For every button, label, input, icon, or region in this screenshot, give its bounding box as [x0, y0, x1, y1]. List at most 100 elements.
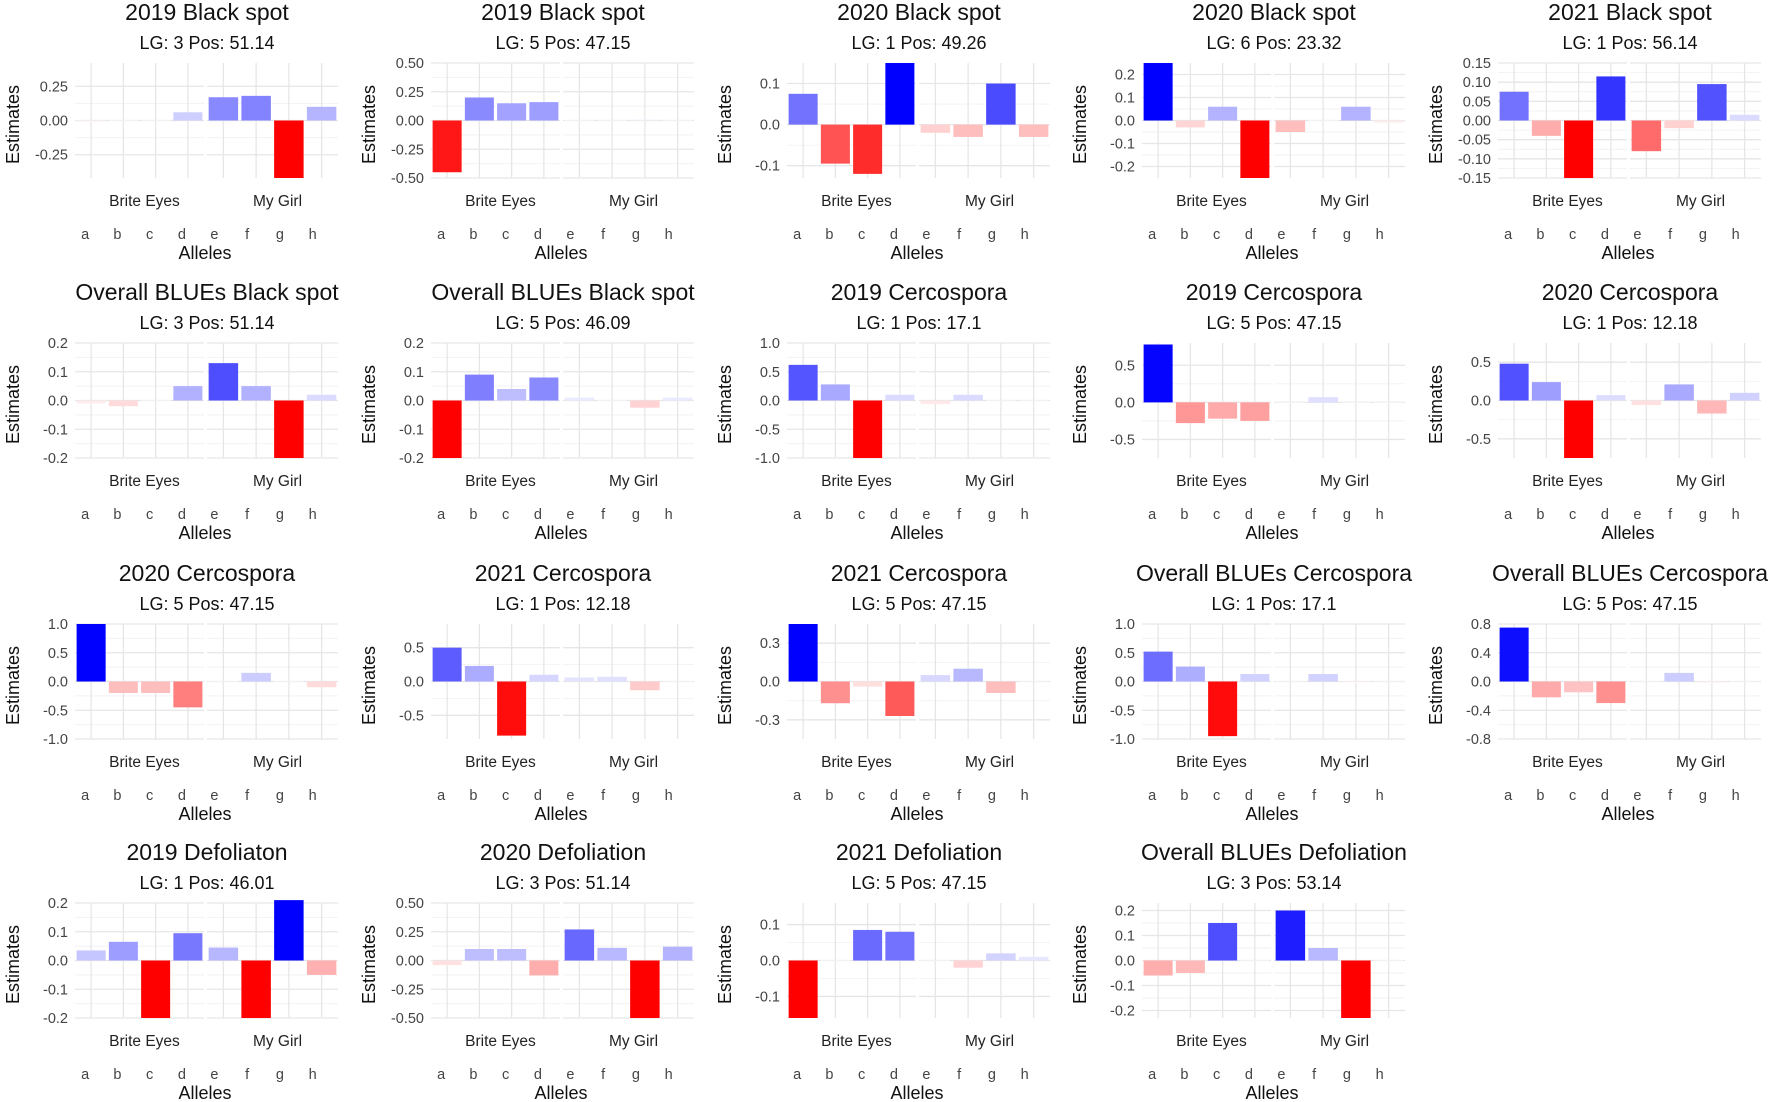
x-tick-label-b: b [825, 1067, 833, 1083]
facet-label: My Girl [1320, 473, 1369, 490]
facet-brite-eyes [431, 342, 560, 459]
bar-allele-b [820, 960, 850, 961]
x-axis-title: Alleles [178, 243, 231, 263]
x-axis-title: Alleles [534, 804, 587, 824]
y-axis-title: Estimates [3, 646, 23, 725]
panel-subtitle: LG: 3 Pos: 51.14 [139, 313, 274, 333]
y-tick-label: 0.25 [40, 79, 68, 95]
x-tick-label-c: c [1569, 507, 1576, 523]
x-tick-label-h: h [1021, 507, 1029, 523]
y-tick-label: 0.0 [1115, 954, 1135, 970]
panel-title: 2020 Black spot [1192, 0, 1356, 25]
facet-brite-eyes [75, 342, 204, 459]
y-tick-label: -0.2 [43, 451, 68, 467]
x-tick-label-c: c [502, 227, 509, 243]
y-tick-label: -0.5 [1466, 432, 1491, 448]
facet-label: My Girl [253, 754, 302, 771]
facet-my-girl [563, 342, 694, 459]
facet-brite-eyes [787, 342, 916, 459]
bar-allele-d [885, 394, 915, 401]
facet-label: Brite Eyes [821, 473, 892, 490]
x-tick-label-d: d [890, 1067, 898, 1083]
x-tick-label-a: a [793, 227, 802, 243]
facet-brite-eyes [431, 62, 560, 179]
bar-allele-a [432, 960, 462, 966]
chart-panel-9: 2019 Cercospora LG: 5 Pos: 47.15 Brite Eye… [1070, 279, 1405, 543]
x-axis-title: Alleles [1245, 243, 1298, 263]
x-tick-label-g: g [988, 507, 996, 523]
chart-panel-18: 2021 Defoliation LG: 5 Pos: 47.15 Brite Ey… [715, 839, 1050, 1102]
x-tick-label-g: g [1343, 1067, 1351, 1083]
x-tick-label-b: b [469, 507, 477, 523]
x-tick-label-e: e [922, 788, 930, 804]
x-tick-label-g: g [276, 1067, 284, 1083]
bar-allele-c [1208, 681, 1238, 737]
x-tick-label-c: c [858, 227, 865, 243]
x-tick-label-d: d [1245, 507, 1253, 523]
x-tick-label-a: a [437, 227, 446, 243]
panel-subtitle: LG: 5 Pos: 46.09 [495, 313, 630, 333]
y-axis-title: Estimates [1426, 365, 1446, 444]
facet-my-girl [919, 63, 1050, 178]
bar-allele-e [564, 397, 595, 401]
x-tick-label-f: f [1312, 788, 1317, 804]
x-tick-label-e: e [922, 227, 930, 243]
bar-allele-g [274, 681, 304, 682]
x-tick-label-g: g [988, 1067, 996, 1083]
facet-label: My Girl [253, 473, 302, 490]
x-tick-label-e: e [566, 788, 574, 804]
y-axis-title: Estimates [1426, 85, 1446, 164]
x-tick-label-a: a [1504, 788, 1513, 804]
bar-allele-a [1499, 91, 1529, 121]
chart-panel-11: 2020 Cercospora LG: 5 Pos: 47.15 Brite Eye… [3, 560, 338, 824]
facet-label: Brite Eyes [821, 193, 892, 210]
y-tick-label: -0.3 [755, 713, 780, 729]
panel-subtitle: LG: 3 Pos: 51.14 [139, 33, 274, 53]
x-tick-label-a: a [81, 1067, 90, 1083]
x-tick-label-b: b [113, 1067, 121, 1083]
panel-subtitle: LG: 1 Pos: 12.18 [495, 594, 630, 614]
bar-allele-f [1308, 674, 1338, 682]
x-tick-label-f: f [245, 227, 250, 243]
facet-my-girl [1274, 343, 1405, 458]
bar-allele-b [108, 941, 138, 961]
bar-allele-a [788, 624, 818, 682]
bar-allele-a [76, 950, 106, 961]
panel-title: 2020 Black spot [837, 0, 1001, 25]
x-tick-label-f: f [601, 788, 606, 804]
panel-title: 2019 Defoliaton [126, 839, 287, 865]
panel-title: 2019 Cercospora [831, 279, 1008, 305]
bar-allele-e [564, 120, 595, 121]
x-tick-label-h: h [665, 788, 673, 804]
x-tick-label-b: b [469, 788, 477, 804]
facet-brite-eyes [75, 902, 204, 1019]
bar-allele-f [1308, 397, 1338, 403]
x-tick-label-d: d [178, 227, 186, 243]
x-tick-label-h: h [1376, 227, 1384, 243]
x-tick-label-d: d [534, 788, 542, 804]
bar-allele-c [141, 681, 171, 693]
bar-allele-f [597, 400, 627, 401]
bar-allele-d [1240, 402, 1270, 421]
x-tick-label-e: e [1277, 507, 1285, 523]
bar-allele-a [76, 400, 106, 404]
panel-title: 2021 Cercospora [475, 560, 652, 586]
y-axis-title: Estimates [715, 925, 735, 1004]
bar-allele-d [1240, 960, 1270, 961]
bar-allele-f [1664, 672, 1694, 682]
x-tick-label-d: d [178, 507, 186, 523]
x-tick-label-c: c [502, 788, 509, 804]
bar-allele-g [1697, 400, 1727, 414]
x-tick-label-h: h [1376, 507, 1384, 523]
x-tick-label-h: h [309, 227, 317, 243]
bar-allele-d [173, 112, 203, 121]
chart-panel-14: Overall BLUEs Cercospora LG: 1 Pos: 17.1 B… [1070, 560, 1412, 824]
y-tick-label: 0.2 [404, 336, 424, 352]
panel-title: Overall BLUEs Black spot [431, 279, 695, 305]
y-axis-title: Estimates [1070, 925, 1090, 1004]
y-tick-label: 0.1 [1115, 929, 1135, 945]
x-tick-label-a: a [437, 788, 446, 804]
x-tick-label-e: e [210, 788, 218, 804]
x-axis-title: Alleles [890, 1083, 943, 1102]
bar-allele-e [208, 97, 239, 121]
